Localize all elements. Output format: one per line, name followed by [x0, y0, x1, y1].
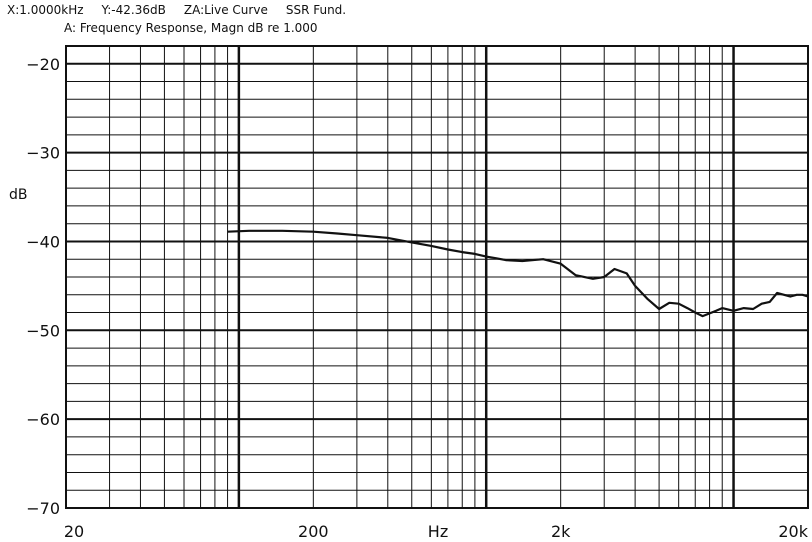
x-tick-labels: 20 200 2k 20k [64, 522, 809, 541]
curve-layer [227, 229, 809, 318]
cursor-y-readout: Y:-42.36dB [101, 3, 166, 17]
plot-grid [65, 45, 809, 509]
x-tick-label: 20k [778, 522, 808, 541]
y-tick-label: −50 [26, 321, 60, 340]
x-tick-label: 20 [64, 522, 84, 541]
curve-name: ZA:Live Curve [183, 3, 268, 17]
y-tick-label: −20 [26, 55, 60, 74]
y-tick-label: −70 [26, 499, 60, 518]
cursor-x-readout: X:1.0000kHz [7, 3, 84, 17]
x-tick-label: 200 [298, 522, 329, 541]
x-axis-label: Hz [428, 522, 448, 541]
response-curve [227, 229, 809, 318]
y-tick-label: −40 [26, 232, 60, 251]
cursor-readout: X:1.0000kHz Y:-42.36dB ZA:Live Curve SSR Fu… [7, 3, 364, 17]
chart-title: A: Frequency Response, Magn dB re 1.000 [64, 21, 318, 35]
y-axis-label: dB [9, 187, 28, 203]
y-tick-labels: −20 −30 −40 −50 −60 −70 [26, 55, 60, 518]
y-tick-label: −60 [26, 410, 60, 429]
x-tick-label: 2k [551, 522, 571, 541]
y-tick-label: −30 [26, 144, 60, 163]
analysis-mode: SSR Fund. [285, 3, 347, 17]
